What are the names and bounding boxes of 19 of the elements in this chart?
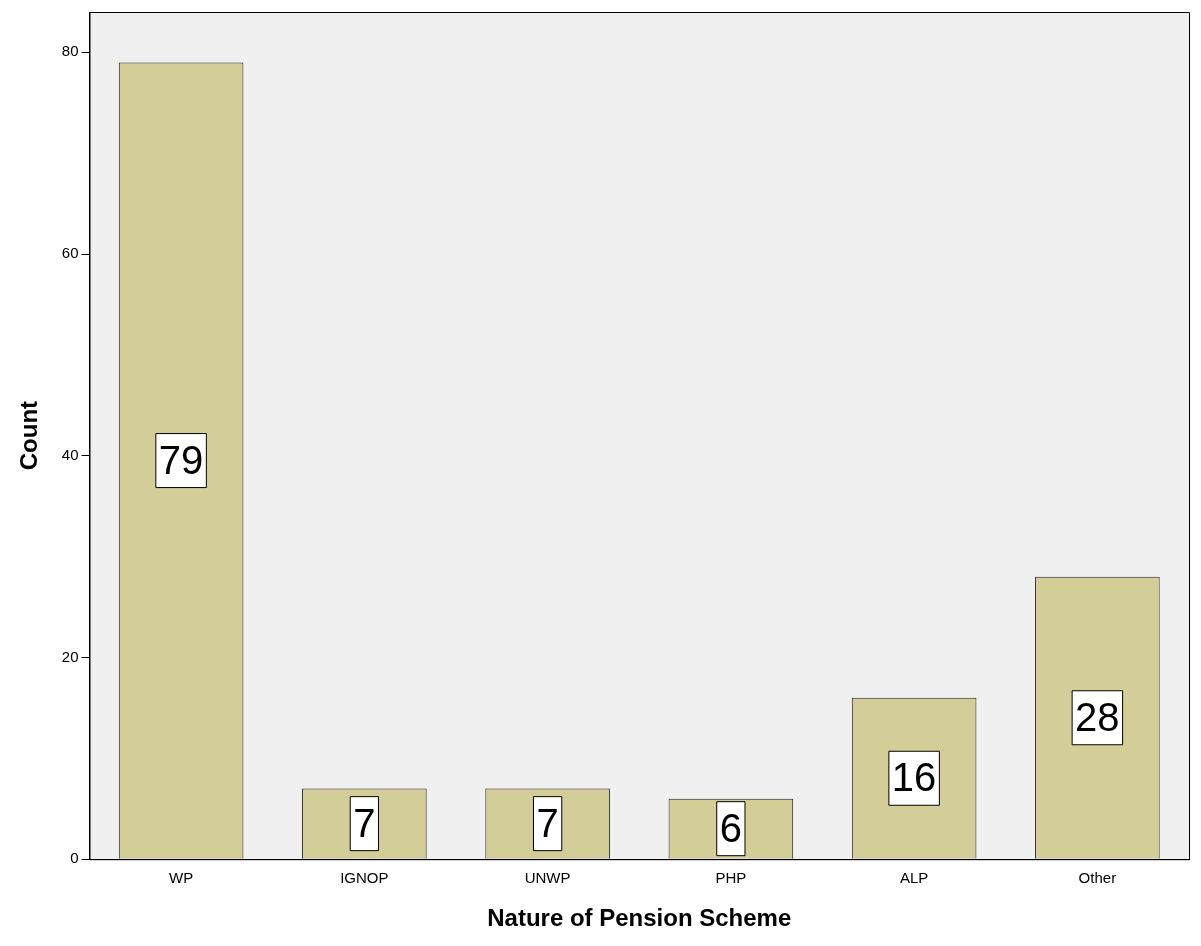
x-tick-label: ALP: [899, 869, 929, 887]
data-label: 7: [353, 800, 376, 845]
y-tick-label: 0: [70, 849, 79, 867]
y-tick-label: 80: [61, 42, 79, 60]
x-axis-title: Nature of Pension Scheme: [487, 904, 792, 932]
y-tick-label: 20: [61, 647, 79, 665]
data-label: 16: [891, 755, 937, 800]
y-tick-label: 40: [61, 445, 79, 463]
data-label: 6: [719, 805, 742, 850]
y-tick-label: 60: [61, 244, 79, 262]
x-tick-label: IGNOP: [340, 869, 389, 887]
x-tick-label: PHP: [715, 869, 747, 887]
x-tick-label: WP: [169, 869, 194, 887]
x-tick-label: Other: [1078, 869, 1117, 887]
data-label: 79: [158, 437, 204, 482]
data-label: 28: [1075, 694, 1120, 739]
y-axis-title: Count: [15, 400, 43, 471]
data-label: 7: [536, 800, 559, 845]
x-tick-label: UNWP: [524, 869, 571, 887]
